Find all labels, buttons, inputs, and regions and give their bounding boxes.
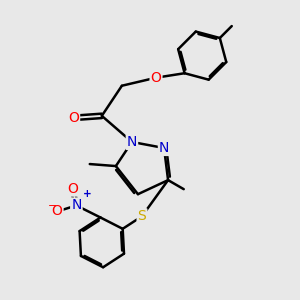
Text: S: S bbox=[138, 209, 146, 223]
Text: N: N bbox=[159, 141, 169, 155]
Text: O: O bbox=[68, 111, 79, 125]
Text: −: − bbox=[48, 201, 58, 211]
Text: O: O bbox=[151, 71, 161, 85]
Text: N: N bbox=[71, 199, 82, 212]
Text: N: N bbox=[127, 135, 137, 149]
Text: +: + bbox=[83, 189, 92, 200]
Text: O: O bbox=[67, 182, 78, 196]
Text: O: O bbox=[52, 205, 62, 218]
